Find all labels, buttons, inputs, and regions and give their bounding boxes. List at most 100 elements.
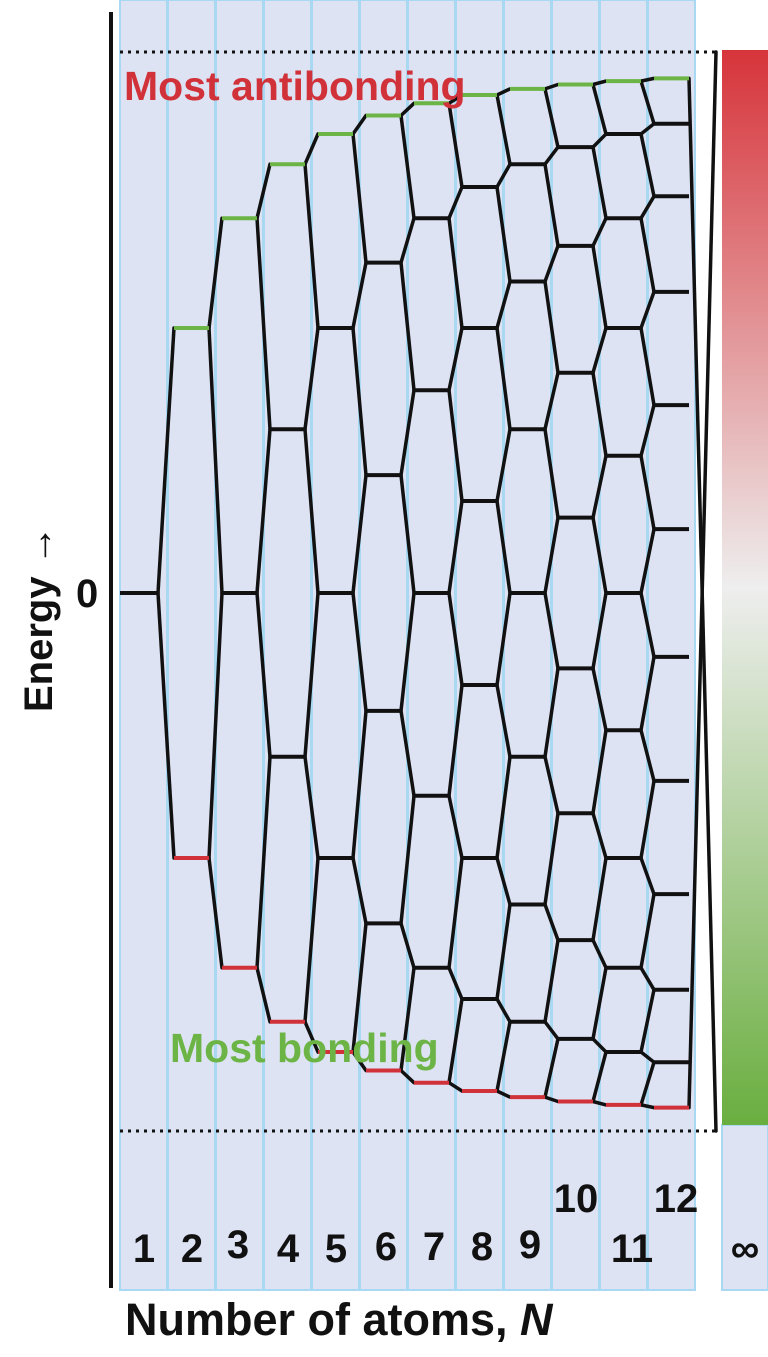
column-label-12: 12 bbox=[654, 1177, 699, 1221]
link-n7-k2-to-2 bbox=[447, 185, 464, 220]
link-n4-k3-to-3 bbox=[303, 591, 320, 759]
link-n8-k5-to-5 bbox=[495, 591, 512, 687]
link-n7-k6-to-7 bbox=[447, 966, 464, 1001]
link-n11-k5-to-5 bbox=[639, 403, 656, 458]
link-n5-k1-to-2 bbox=[351, 132, 368, 265]
column-label-2: 2 bbox=[181, 1227, 203, 1271]
x-axis-title-var: N bbox=[520, 1294, 553, 1345]
link-n7-k7-to-8 bbox=[447, 1080, 464, 1093]
link-n11-k10-to-10 bbox=[639, 987, 656, 1054]
link-n3-k2-to-2 bbox=[255, 427, 272, 595]
link-n4-k1-to-1 bbox=[303, 132, 320, 166]
column-10 bbox=[551, 0, 600, 1291]
energy-axis-label: Energy → bbox=[17, 525, 61, 712]
link-n1-k1-to-1 bbox=[156, 326, 176, 595]
link-n10-k4-to-5 bbox=[591, 371, 608, 458]
column-9 bbox=[503, 0, 552, 1291]
link-n4-k2-to-2 bbox=[303, 326, 320, 431]
most-antibonding-label: Most antibonding bbox=[124, 63, 466, 109]
link-n11-k9-to-9 bbox=[639, 892, 656, 970]
link-n2-k2-to-2 bbox=[207, 591, 224, 860]
column-label-9: 9 bbox=[519, 1223, 541, 1267]
link-n11-k7-to-7 bbox=[639, 655, 656, 732]
link-n6-k6-to-7 bbox=[399, 1068, 416, 1085]
link-n10-k6-to-7 bbox=[591, 666, 608, 732]
link-n8-k6-to-6 bbox=[495, 755, 512, 860]
band-gradient-bar bbox=[722, 50, 768, 1125]
link-n10-k3-to-3 bbox=[591, 216, 608, 248]
link-n6-k3-to-4 bbox=[399, 473, 416, 595]
link-n8-k4-to-5 bbox=[495, 499, 512, 595]
link-n11-k5-to-6 bbox=[639, 454, 656, 531]
link-n6-k4-to-5 bbox=[399, 709, 416, 798]
link-n3-k2-to-3 bbox=[255, 591, 272, 759]
link-n11-k10-to-11 bbox=[639, 1050, 656, 1065]
link-n3-k3-to-4 bbox=[255, 966, 272, 1024]
orbital-connections bbox=[156, 50, 718, 1133]
link-n10-k9-to-10 bbox=[591, 1037, 608, 1054]
link-n9-k3-to-3 bbox=[543, 244, 560, 284]
link-n7-k1-to-2 bbox=[447, 101, 464, 189]
link-n2-k1-to-1 bbox=[207, 216, 224, 330]
link-n5-k5-to-6 bbox=[351, 1050, 368, 1073]
column-label-8: 8 bbox=[471, 1225, 493, 1269]
link-n11-k1-to-1 bbox=[639, 76, 656, 83]
link-n6-k2-to-3 bbox=[399, 260, 416, 392]
link-n7-k7-to-7 bbox=[447, 997, 464, 1085]
link-n11-k11-to-12 bbox=[639, 1103, 656, 1110]
link-n4-k4-to-4 bbox=[303, 856, 320, 1024]
link-n9-k5-to-5 bbox=[543, 515, 560, 595]
link-n11-k1-to-2 bbox=[639, 79, 656, 126]
link-n9-k4-to-5 bbox=[543, 427, 560, 520]
link-n4-k1-to-2 bbox=[303, 162, 320, 330]
link-n8-k2-to-2 bbox=[495, 162, 512, 189]
link-n10-k8-to-9 bbox=[591, 938, 608, 970]
link-n7-k2-to-3 bbox=[447, 216, 464, 330]
link-n5-k3-to-4 bbox=[351, 591, 368, 713]
link-n9-k9-to-10 bbox=[543, 1095, 560, 1104]
link-n3-k1-to-2 bbox=[255, 216, 272, 431]
column-5 bbox=[311, 0, 360, 1291]
link-n5-k2-to-2 bbox=[351, 260, 368, 330]
link-n10-k5-to-6 bbox=[591, 515, 608, 595]
link-n8-k5-to-6 bbox=[495, 683, 512, 759]
column-label-6: 6 bbox=[375, 1225, 397, 1269]
column-3 bbox=[215, 0, 264, 1291]
link-n5-k4-to-5 bbox=[351, 856, 368, 926]
column-label-3: 3 bbox=[227, 1223, 249, 1267]
link-n10-k9-to-9 bbox=[591, 966, 608, 1041]
link-n6-k5-to-6 bbox=[399, 921, 416, 970]
x-axis-title-text: Number of atoms, bbox=[125, 1294, 521, 1345]
column-label-10: 10 bbox=[554, 1177, 599, 1221]
link-n9-k6-to-6 bbox=[543, 666, 560, 759]
link-n7-k3-to-3 bbox=[447, 326, 464, 392]
column-1 bbox=[119, 0, 168, 1291]
link-n9-k9-to-9 bbox=[543, 1037, 560, 1099]
link-n10-k8-to-8 bbox=[591, 856, 608, 942]
link-n4-k4-to-5 bbox=[303, 1020, 320, 1054]
link-n11-k3-to-4 bbox=[639, 216, 656, 294]
link-n11-k6-to-6 bbox=[639, 527, 656, 595]
link-n10-k6-to-6 bbox=[591, 591, 608, 671]
link-n8-k8-to-8 bbox=[495, 1020, 512, 1093]
column-7 bbox=[407, 0, 456, 1291]
link-n10-k7-to-8 bbox=[591, 811, 608, 860]
link-n8-k7-to-8 bbox=[495, 997, 512, 1024]
link-n8-k1-to-2 bbox=[495, 93, 512, 166]
column-label-7: 7 bbox=[423, 1225, 445, 1269]
column-label-11: 11 bbox=[611, 1227, 653, 1271]
link-n9-k7-to-7 bbox=[543, 811, 560, 907]
link-n9-k1-to-2 bbox=[543, 87, 560, 149]
link-n9-k2-to-2 bbox=[543, 145, 560, 166]
link-n11-k9-to-10 bbox=[639, 966, 656, 992]
column-8 bbox=[455, 0, 504, 1291]
link-n10-k3-to-4 bbox=[591, 244, 608, 330]
link-n9-k4-to-4 bbox=[543, 371, 560, 431]
link-n4-k3-to-4 bbox=[303, 755, 320, 860]
link-n10-k7-to-7 bbox=[591, 728, 608, 815]
link-n9-k6-to-7 bbox=[543, 755, 560, 815]
link-n6-k1-to-2 bbox=[399, 113, 416, 220]
column-label-1: 1 bbox=[133, 1227, 155, 1271]
